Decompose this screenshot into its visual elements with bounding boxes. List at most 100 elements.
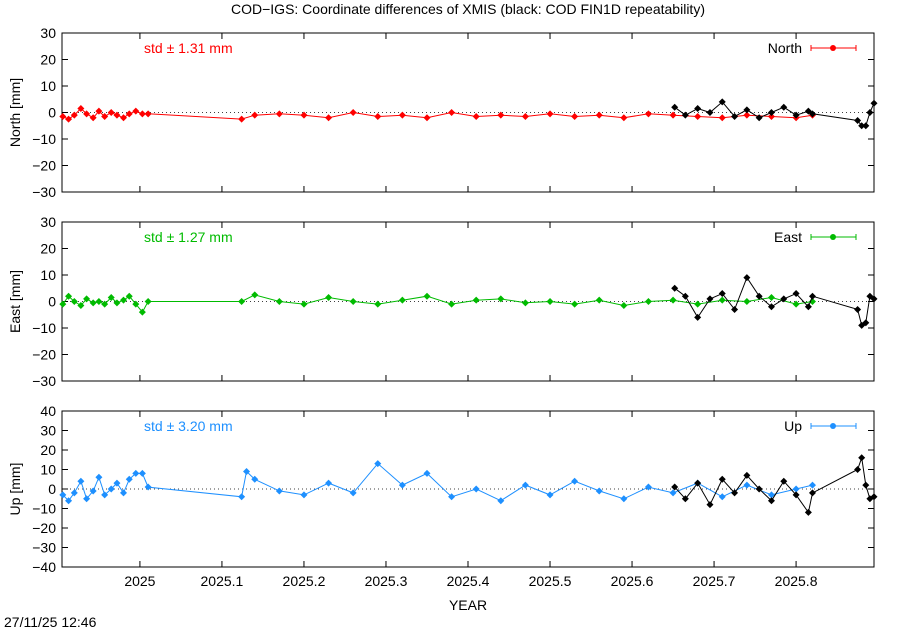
data-point	[144, 110, 152, 118]
data-point	[107, 109, 115, 116]
data-point	[59, 112, 67, 120]
data-point	[398, 296, 406, 304]
data-point	[743, 106, 751, 114]
y-tick-label: 30	[40, 25, 56, 41]
data-point	[70, 298, 78, 305]
y-axis-label: North [mm]	[7, 78, 23, 147]
data-point	[113, 299, 121, 307]
data-point	[694, 313, 702, 321]
data-point	[808, 489, 816, 497]
data-point	[755, 292, 763, 300]
data-point	[731, 305, 739, 313]
data-point	[546, 491, 554, 499]
data-point	[767, 303, 775, 311]
y-axis-label: Up [mm]	[7, 463, 23, 516]
data-point	[571, 300, 579, 308]
data-point	[120, 114, 128, 122]
data-point	[251, 111, 259, 119]
x-tick-label: 2025.3	[365, 573, 408, 589]
data-point	[671, 103, 679, 111]
data-point	[275, 110, 283, 118]
y-tick-label: 0	[48, 294, 56, 310]
data-point	[77, 105, 85, 113]
y-tick-label: 10	[40, 462, 56, 478]
x-axis-label: YEAR	[449, 597, 487, 613]
data-point	[374, 112, 382, 120]
data-point	[681, 111, 689, 119]
data-point	[275, 298, 283, 305]
data-point	[804, 508, 812, 516]
data-point	[681, 495, 689, 503]
data-point	[743, 471, 751, 479]
data-point	[113, 479, 121, 487]
timestamp: 27/11/25 12:46	[4, 614, 97, 630]
data-point	[89, 487, 97, 495]
y-axis-label: East [mm]	[7, 270, 23, 333]
data-point	[251, 475, 259, 483]
x-tick-label: 2025.7	[693, 573, 736, 589]
data-point	[120, 296, 128, 304]
data-point	[804, 303, 812, 311]
data-point	[780, 295, 788, 303]
legend-marker	[830, 234, 836, 240]
y-tick-label: 20	[40, 442, 56, 458]
data-point	[125, 475, 133, 483]
data-point	[300, 111, 308, 119]
data-point	[731, 112, 739, 120]
data-point	[325, 294, 333, 302]
data-point	[101, 491, 109, 499]
std-label: std ± 1.31 mm	[144, 40, 233, 56]
data-point	[546, 110, 554, 118]
y-tick-label: −40	[32, 559, 56, 575]
data-point	[349, 298, 357, 305]
data-point	[107, 485, 115, 493]
series-line-repeatability	[674, 101, 875, 127]
data-point	[83, 495, 91, 503]
data-point	[767, 112, 775, 120]
data-point	[83, 295, 91, 303]
data-point	[521, 299, 529, 307]
data-point	[854, 116, 862, 124]
data-point	[854, 305, 862, 313]
data-point	[101, 112, 109, 120]
data-point	[620, 495, 628, 503]
data-point	[448, 493, 456, 501]
data-point	[595, 487, 603, 495]
x-tick-label: 2025.1	[201, 573, 244, 589]
y-tick-label: −10	[32, 320, 56, 336]
data-point	[792, 300, 800, 308]
y-tick-label: 0	[48, 105, 56, 121]
data-point	[238, 115, 246, 123]
data-point	[669, 489, 677, 497]
y-tick-label: 20	[40, 52, 56, 68]
data-point	[718, 98, 726, 106]
panel-up: −40 −30 −20 −10 0 10 20 30 40 2025 2025.1 2025.2 202…	[7, 403, 878, 589]
data-point	[59, 491, 67, 499]
data-point	[497, 295, 505, 303]
data-point	[423, 114, 431, 122]
x-tick-label: 2025.8	[775, 573, 818, 589]
data-point	[65, 497, 73, 505]
data-point	[792, 485, 800, 493]
data-point	[95, 473, 103, 481]
data-point	[497, 111, 505, 119]
data-point	[718, 114, 726, 122]
data-point	[521, 481, 529, 489]
y-tick-label: −30	[32, 184, 56, 200]
data-point	[238, 493, 246, 501]
data-point	[521, 112, 529, 120]
data-point	[472, 485, 480, 493]
data-point	[792, 491, 800, 499]
data-point	[138, 308, 146, 316]
data-point	[694, 479, 702, 487]
data-point	[325, 114, 333, 122]
data-point	[125, 292, 133, 300]
data-point	[571, 112, 579, 120]
y-tick-label: 10	[40, 78, 56, 94]
data-point	[325, 479, 333, 487]
data-point	[858, 454, 866, 462]
data-point	[669, 111, 677, 119]
data-point	[472, 296, 480, 304]
data-point	[706, 109, 714, 116]
data-point	[120, 489, 128, 497]
